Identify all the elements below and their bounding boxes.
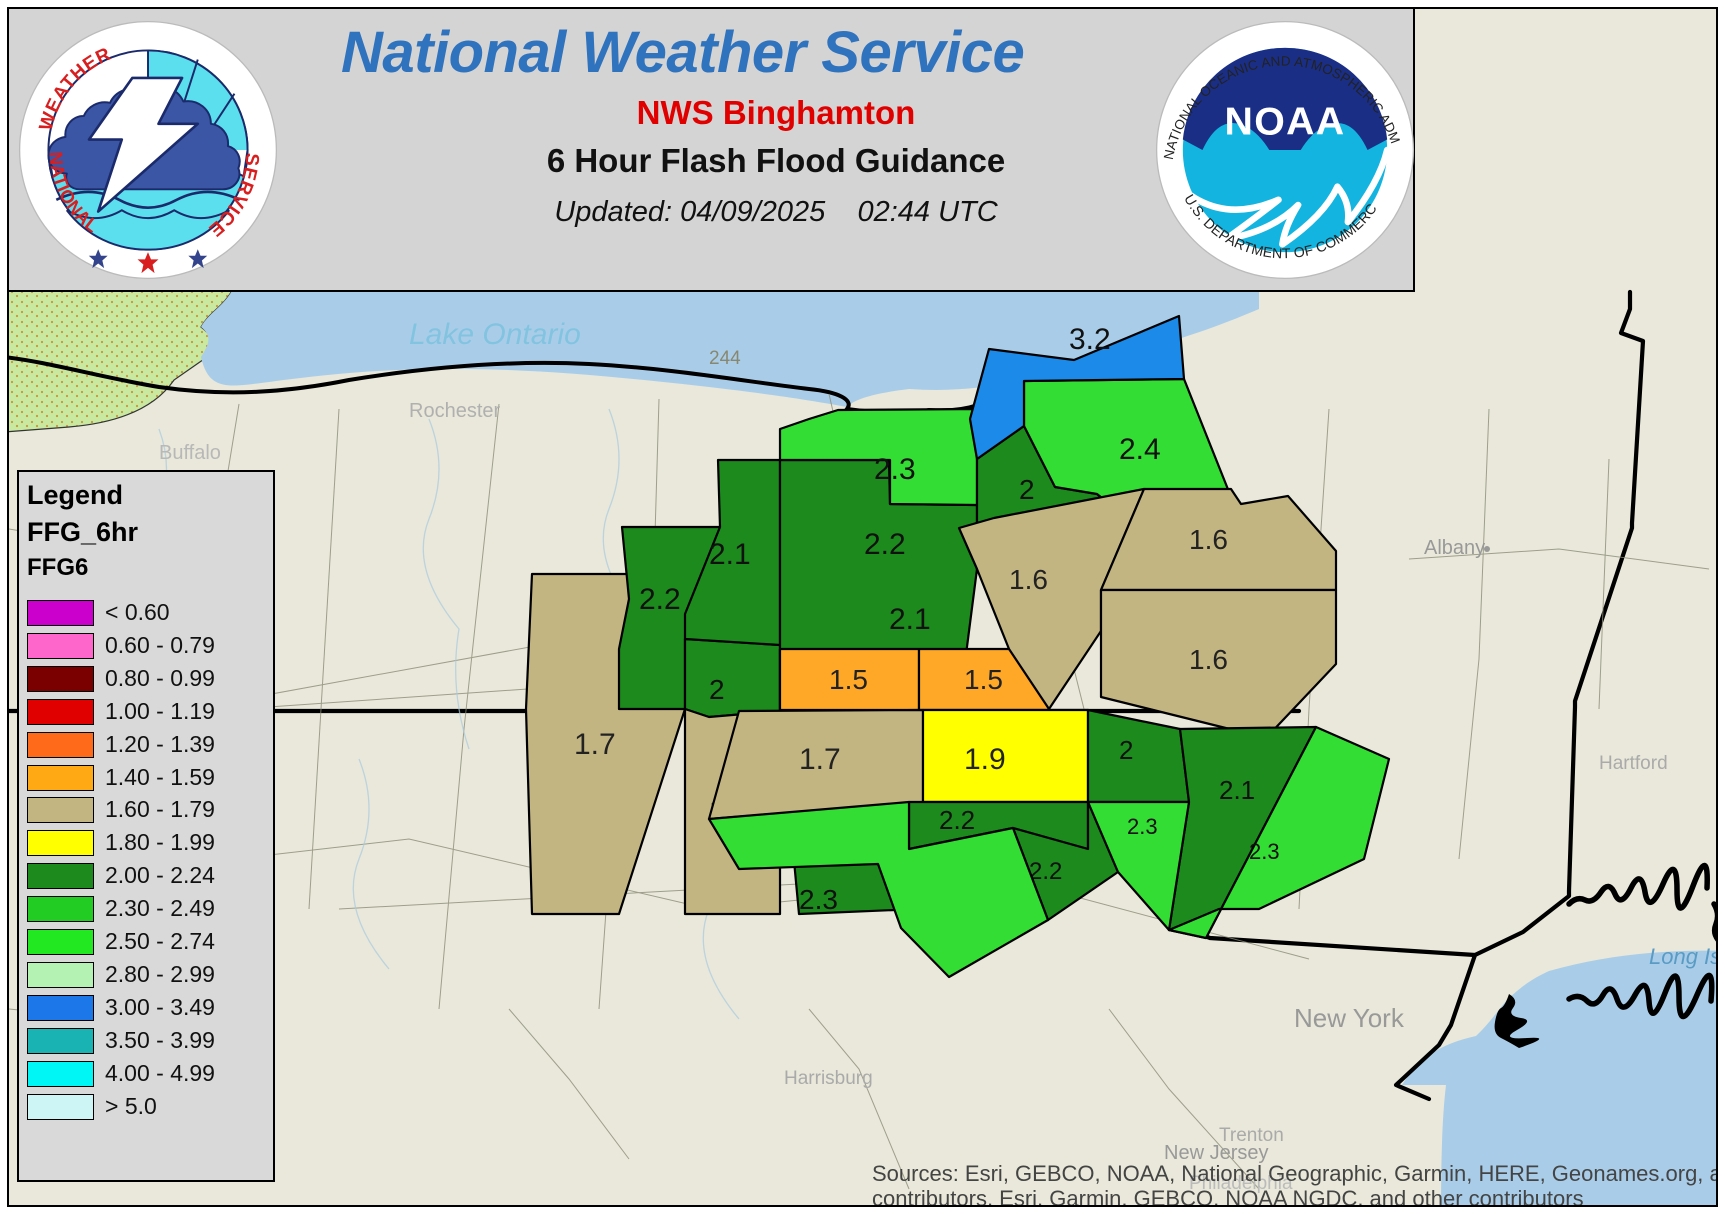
svg-text:2: 2: [1019, 474, 1035, 505]
svg-text:1.6: 1.6: [1189, 644, 1228, 675]
svg-text:2.4: 2.4: [1119, 433, 1161, 466]
svg-text:3.2: 3.2: [1069, 323, 1111, 356]
svg-text:2.2: 2.2: [639, 583, 681, 616]
svg-text:2: 2: [1119, 735, 1133, 765]
svg-text:1.5: 1.5: [964, 664, 1003, 695]
svg-text:2.2: 2.2: [939, 805, 975, 835]
svg-text:Rochester: Rochester: [409, 400, 500, 422]
svg-text:2: 2: [709, 674, 725, 705]
svg-text:2.1: 2.1: [709, 538, 751, 571]
svg-text:Hartford: Hartford: [1599, 753, 1668, 774]
svg-text:244: 244: [709, 348, 741, 369]
svg-text:Lake Ontario: Lake Ontario: [409, 318, 581, 351]
svg-text:2.3: 2.3: [1127, 814, 1158, 839]
svg-text:contributors, Esri, Garmin, GE: contributors, Esri, Garmin, GEBCO, NOAA …: [872, 1186, 1584, 1207]
svg-text:2.1: 2.1: [889, 603, 931, 636]
svg-text:2.1: 2.1: [1219, 775, 1255, 805]
svg-text:1.6: 1.6: [1009, 564, 1048, 595]
svg-text:Sources: Esri, GEBCO, NOAA, Na: Sources: Esri, GEBCO, NOAA, National Geo…: [872, 1161, 1718, 1186]
svg-text:New York: New York: [1294, 1003, 1405, 1033]
svg-text:1.9: 1.9: [964, 743, 1006, 776]
svg-text:NOAA: NOAA: [1225, 99, 1346, 143]
svg-text:2.3: 2.3: [874, 453, 916, 486]
svg-text:1.5: 1.5: [829, 664, 868, 695]
svg-text:1.7: 1.7: [574, 728, 616, 761]
svg-text:1.6: 1.6: [1189, 524, 1228, 555]
svg-text:Harrisburg: Harrisburg: [784, 1068, 873, 1089]
svg-text:Albany: Albany: [1424, 537, 1485, 559]
svg-text:2.2: 2.2: [864, 528, 906, 561]
svg-text:1.7: 1.7: [799, 743, 841, 776]
svg-text:Buffalo: Buffalo: [159, 442, 221, 464]
svg-text:2.3: 2.3: [799, 884, 838, 915]
svg-text:2.3: 2.3: [1249, 839, 1280, 864]
svg-text:Long Island: Long Island: [1649, 944, 1718, 969]
